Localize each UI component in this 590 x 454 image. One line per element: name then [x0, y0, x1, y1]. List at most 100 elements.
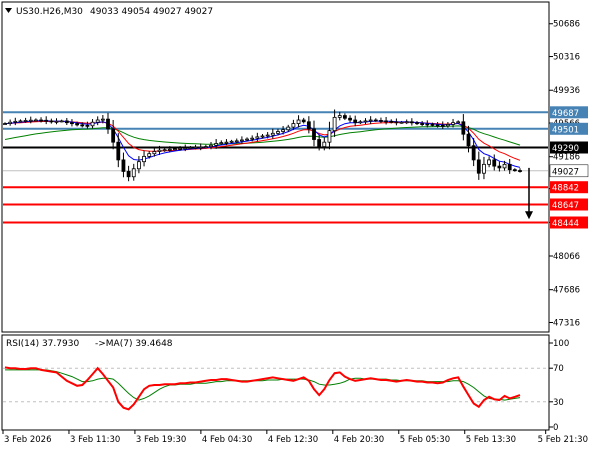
level-price-tag [550, 141, 588, 154]
candle-body [487, 159, 492, 165]
rsi-tick-label: 70 [553, 364, 564, 374]
level-price-label: 48842 [552, 184, 579, 194]
candle-body [136, 161, 141, 170]
candle-body [492, 159, 497, 167]
symbol-info: US30.H26,M30 [16, 7, 83, 17]
rsi-lines-layer [4, 366, 521, 411]
candle-body [332, 116, 337, 132]
level-price-tag [550, 198, 588, 211]
candle-body [399, 121, 404, 124]
candle-body [440, 124, 445, 127]
candle-body [23, 120, 28, 122]
candle-body [518, 170, 522, 172]
candle-body [466, 133, 471, 147]
candle-body [301, 119, 306, 123]
level-price-label: 49290 [552, 144, 579, 154]
level-price-label: 49687 [552, 109, 579, 119]
candle-body [409, 121, 414, 124]
candle-body [8, 121, 13, 124]
candle-body [239, 139, 244, 142]
level-price-tag [550, 122, 588, 135]
rsi-line [4, 366, 521, 411]
candle-body [116, 141, 121, 161]
rsi-tick-label: 30 [553, 398, 564, 408]
candle-body [178, 147, 183, 150]
candle-body [456, 121, 461, 124]
candle-body [64, 120, 69, 124]
candle-body [255, 136, 260, 139]
candle-body [286, 126, 291, 131]
candle-body [451, 122, 455, 125]
time-tick-label: 4 Feb 12:30 [268, 435, 318, 445]
candle-body [203, 146, 208, 149]
candle-body [142, 155, 146, 163]
candle-body [482, 163, 486, 174]
time-tick-label: 3 Feb 11:30 [70, 435, 120, 445]
candle-body [260, 135, 265, 138]
candle-body [373, 119, 378, 122]
time-tick-label: 3 Feb 2026 [4, 435, 52, 445]
candle-body [18, 120, 23, 123]
current-price-tag [549, 164, 589, 178]
candle-body [209, 144, 213, 148]
level-price-tag [550, 181, 588, 194]
price-tick-label: 50316 [553, 53, 580, 63]
price-tick-label: 49936 [553, 86, 580, 96]
candle-body [157, 149, 162, 152]
candle-body [363, 120, 368, 123]
candle-body [435, 124, 440, 127]
candle-body [39, 119, 43, 122]
candle-body [270, 132, 275, 136]
candle-body [353, 119, 358, 124]
time-tick-label: 5 Feb 05:30 [400, 435, 450, 445]
price-tick-label: 47686 [553, 286, 580, 296]
price-tick-label: 47316 [553, 318, 580, 328]
candles-layer [3, 109, 522, 182]
candle-body [296, 119, 301, 124]
candle-body [502, 163, 507, 169]
candle-body [59, 120, 64, 123]
level-price-label: 48647 [552, 201, 579, 211]
candle-body [306, 121, 311, 130]
candle-body [229, 140, 234, 143]
candle-body [224, 141, 229, 144]
price-tick-label: 49186 [553, 153, 580, 163]
candle-body [322, 141, 327, 148]
candle-body [415, 122, 419, 125]
candle-body [379, 120, 383, 122]
candle-body [404, 121, 409, 124]
candle-body [95, 119, 100, 123]
level-price-tag [550, 216, 588, 229]
candle-body [389, 120, 394, 123]
candle-body [234, 140, 239, 143]
candle-body [471, 145, 476, 161]
time-tick-label: 4 Feb 20:30 [334, 435, 384, 445]
rsi-ma-line [5, 369, 521, 401]
candle-body [265, 134, 270, 137]
candle-body [193, 146, 198, 149]
candle-body [54, 120, 59, 123]
candle-body [28, 119, 33, 122]
candle-body [75, 123, 79, 126]
candle-body [198, 146, 203, 149]
rsi-ma-label: ->MA(7) 39.4648 [95, 339, 173, 349]
slow-ma-line [4, 125, 521, 146]
ohlc-values: 49033 49054 49027 49027 [90, 7, 213, 17]
candle-body [90, 121, 95, 127]
current-price-label: 49027 [552, 167, 579, 177]
collapse-triangle-icon[interactable] [5, 8, 12, 13]
candle-body [49, 120, 54, 123]
candle-body [162, 149, 167, 152]
candle-body [425, 123, 430, 126]
price-tick-label: 50686 [553, 20, 580, 30]
candle-body [188, 147, 193, 149]
candle-body [430, 124, 435, 126]
candle-body [507, 163, 512, 171]
candle-body [126, 171, 131, 178]
candle-body [121, 159, 126, 172]
chart-header: US30.H26,M30 49033 49054 49027 49027 [5, 7, 213, 17]
level-price-label: 49501 [552, 125, 579, 135]
time-tick-label: 4 Feb 04:30 [202, 435, 252, 445]
candle-body [44, 119, 49, 122]
